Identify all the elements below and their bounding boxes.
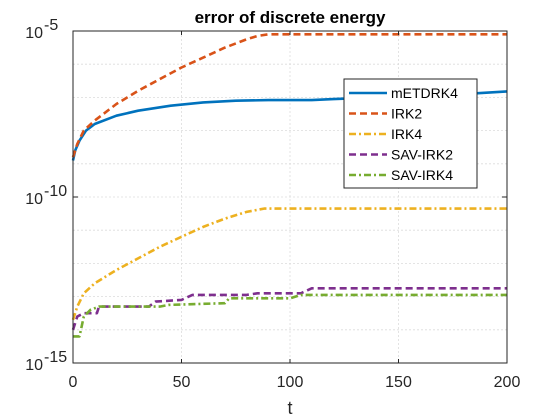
x-tick-label: 0 bbox=[69, 374, 78, 391]
legend-entry-label: SAV-IRK4 bbox=[391, 167, 453, 183]
y-tick-exponent: -10 bbox=[44, 183, 67, 200]
series-line-4 bbox=[73, 293, 507, 338]
legend-entry-label: SAV-IRK2 bbox=[391, 147, 453, 163]
x-tick-label: 150 bbox=[385, 374, 412, 391]
x-tick-label: 200 bbox=[494, 374, 521, 391]
x-tick-label: 100 bbox=[277, 374, 304, 391]
legend-entry-label: IRK2 bbox=[391, 106, 422, 122]
legend-entry-label: mETDRK4 bbox=[391, 85, 458, 101]
y-tick-exponent: -15 bbox=[44, 349, 67, 366]
y-tick-exponent: -5 bbox=[44, 17, 58, 34]
x-axis-label: t bbox=[287, 398, 292, 418]
legend: mETDRK4 IRK2 IRK4 SAV-IRK2 SAV-IRK4 bbox=[343, 78, 478, 189]
y-tick-label: 10 bbox=[25, 25, 43, 42]
chart-title: error of discrete energy bbox=[195, 8, 386, 27]
y-tick-label: 10 bbox=[25, 191, 43, 208]
x-tick-label: 50 bbox=[173, 374, 191, 391]
series-line-2 bbox=[71, 207, 507, 321]
series-line-1 bbox=[71, 33, 507, 158]
legend-entry-label: IRK4 bbox=[391, 126, 422, 142]
y-tick-label: 10 bbox=[25, 357, 43, 374]
